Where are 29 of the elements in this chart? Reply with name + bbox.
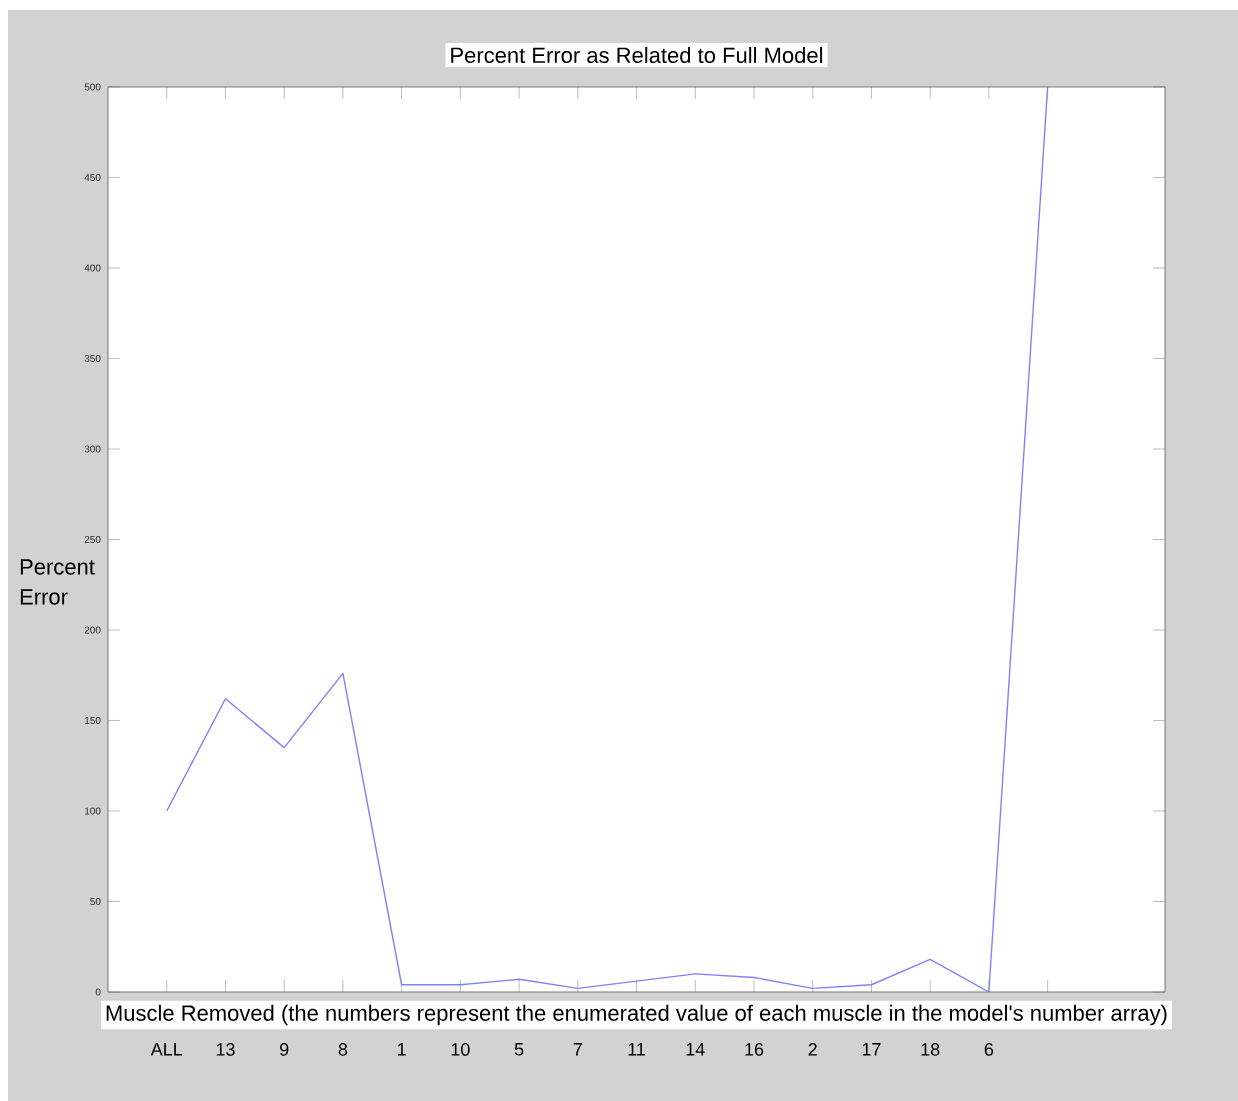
y-tick-label: 250 (84, 535, 101, 544)
y-tick-label: 0 (95, 988, 101, 996)
y-tick-label: 150 (85, 716, 101, 725)
x-tick-label: 9 (280, 1043, 289, 1056)
x-tick-label: 1 (398, 1043, 406, 1056)
y-tick-label: 450 (84, 173, 101, 182)
x-axis-title: Muscle Removed (the numbers represent the enumerated value of each muscle in the model's number array) (106, 1004, 1167, 1026)
y-tick-label: 50 (90, 897, 101, 906)
y-axis-title: Percent Error (20, 559, 95, 605)
x-tick-label: 14 (686, 1043, 705, 1056)
x-tick-label: 2 (808, 1043, 817, 1056)
y-tick-label: 200 (84, 626, 101, 634)
x-tick-label: 17 (862, 1043, 881, 1056)
x-tick-label: 8 (338, 1043, 348, 1056)
y-tick-label: 400 (84, 264, 101, 272)
x-tick-label: 7 (573, 1043, 582, 1056)
x-tick-label: 6 (984, 1043, 994, 1056)
y-tick-label: 500 (84, 83, 101, 91)
x-tick-label: 16 (745, 1043, 764, 1056)
y-tick-label: 100 (85, 807, 101, 815)
x-tick-label: 18 (921, 1043, 940, 1056)
y-tick-label: 350 (84, 354, 101, 363)
y-tick-label: 300 (84, 445, 101, 453)
chart-title: Percent Error as Related to Full Model (451, 46, 823, 64)
x-tick-label: 13 (216, 1043, 235, 1056)
x-tick-label: 5 (514, 1043, 524, 1056)
x-tick-label: 10 (451, 1043, 470, 1056)
x-tick-label: 11 (628, 1043, 645, 1056)
x-tick-label: ALL (150, 1043, 183, 1056)
